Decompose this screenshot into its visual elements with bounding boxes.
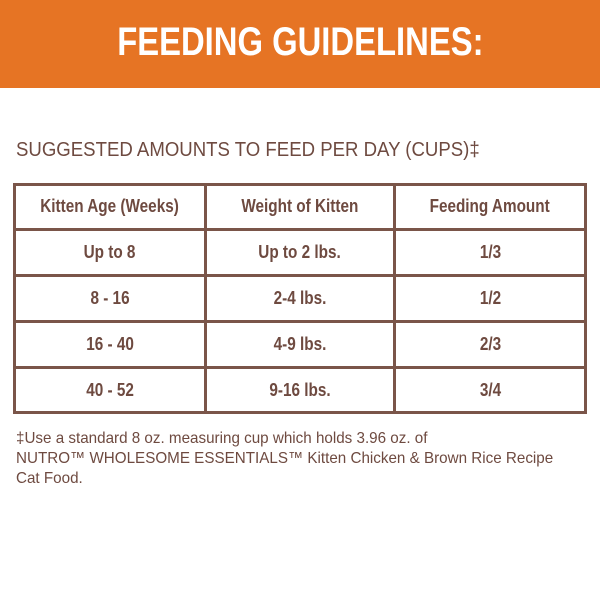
cell-weight: 4-9 lbs. xyxy=(203,320,397,370)
header-banner: FEEDING GUIDELINES: xyxy=(0,0,600,88)
table-row: Up to 8 Up to 2 lbs. 1/3 xyxy=(16,227,584,277)
cell-amount: 1/2 xyxy=(393,273,584,324)
cell-age: 40 - 52 xyxy=(16,366,207,411)
footnote-line: Cat Food. xyxy=(16,470,83,487)
footnote-line: NUTRO™ WHOLESOME ESSENTIALS™ Kitten Chic… xyxy=(16,450,554,467)
cell-age: Up to 8 xyxy=(16,227,207,277)
table-row: 40 - 52 9-16 lbs. 3/4 xyxy=(16,366,584,411)
header-feeding-amount: Feeding Amount xyxy=(393,186,584,231)
footnote-line: ‡Use a standard 8 oz. measuring cup whic… xyxy=(16,430,428,447)
cell-weight: 2-4 lbs. xyxy=(203,273,397,324)
footnote: ‡Use a standard 8 oz. measuring cup whic… xyxy=(16,429,586,489)
table-row: 8 - 16 2-4 lbs. 1/2 xyxy=(16,273,584,324)
cell-weight: 9-16 lbs. xyxy=(203,366,397,411)
cell-amount: 1/3 xyxy=(393,227,584,277)
feeding-table: Kitten Age (Weeks) Weight of Kitten Feed… xyxy=(13,183,587,414)
header-weight: Weight of Kitten xyxy=(203,186,397,231)
cell-amount: 2/3 xyxy=(393,320,584,370)
table-row: 16 - 40 4-9 lbs. 2/3 xyxy=(16,320,584,370)
cell-weight: Up to 2 lbs. xyxy=(203,227,397,277)
page-title: FEEDING GUIDELINES: xyxy=(116,19,484,64)
header-kitten-age: Kitten Age (Weeks) xyxy=(16,186,207,231)
table-caption: SUGGESTED AMOUNTS TO FEED PER DAY (CUPS)… xyxy=(16,139,480,161)
cell-age: 16 - 40 xyxy=(16,320,207,370)
cell-age: 8 - 16 xyxy=(16,273,207,324)
table-header-row: Kitten Age (Weeks) Weight of Kitten Feed… xyxy=(16,186,584,231)
cell-amount: 3/4 xyxy=(393,366,584,411)
